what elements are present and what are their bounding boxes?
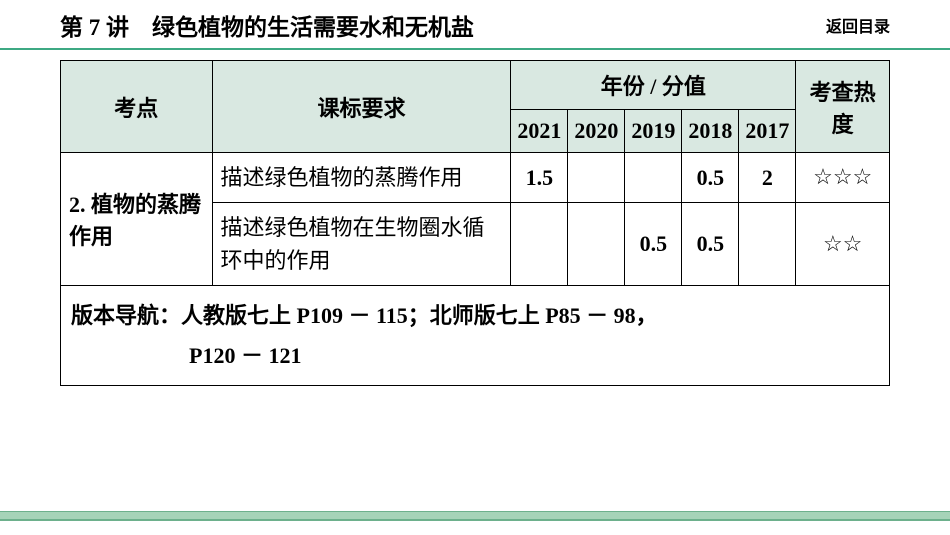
topic-label: 2. 植物的蒸腾作用 [61, 153, 213, 286]
desc-cell: 描述绿色植物的蒸腾作用 [212, 153, 511, 203]
header-year-group: 年份 / 分值 [511, 61, 796, 110]
desc-cell: 描述绿色植物在生物圈水循环中的作用 [212, 203, 511, 286]
exam-table: 考点 课标要求 年份 / 分值 考查热度 2021 2020 2019 2018… [60, 60, 890, 386]
table-container: 考点 课标要求 年份 / 分值 考查热度 2021 2020 2019 2018… [0, 50, 950, 386]
heat-cell: ☆☆ [796, 203, 890, 286]
lecture-title: 第 7 讲 绿色植物的生活需要水和无机盐 [60, 8, 474, 42]
return-button[interactable]: 返回目录 [826, 13, 890, 37]
data-cell: 0.5 [682, 153, 739, 203]
table-row: 2. 植物的蒸腾作用 描述绿色植物的蒸腾作用 1.5 0.5 2 ☆☆☆ [61, 153, 890, 203]
footer-bar [0, 511, 950, 529]
version-line2: P120 － 121 [71, 336, 301, 376]
footer-green-line [0, 511, 950, 521]
header-heat: 考查热度 [796, 61, 890, 153]
header-year-2020: 2020 [568, 110, 625, 153]
version-nav-row: 版本导航：人教版七上 P109 － 115；北师版七上 P85 － 98， P1… [61, 286, 890, 386]
data-cell: 2 [739, 153, 796, 203]
header-kebiao: 课标要求 [212, 61, 511, 153]
version-line1: 版本导航：人教版七上 P109 － 115；北师版七上 P85 － 98， [71, 303, 658, 328]
heat-cell: ☆☆☆ [796, 153, 890, 203]
data-cell: 0.5 [682, 203, 739, 286]
data-cell [568, 203, 625, 286]
version-nav-cell: 版本导航：人教版七上 P109 － 115；北师版七上 P85 － 98， P1… [61, 286, 890, 386]
data-cell [511, 203, 568, 286]
header-year-2019: 2019 [625, 110, 682, 153]
header-kaodian: 考点 [61, 61, 213, 153]
data-cell [739, 203, 796, 286]
page-header: 第 7 讲 绿色植物的生活需要水和无机盐 返回目录 [0, 0, 950, 50]
header-year-2021: 2021 [511, 110, 568, 153]
data-cell [625, 153, 682, 203]
data-cell [568, 153, 625, 203]
header-year-2017: 2017 [739, 110, 796, 153]
header-year-2018: 2018 [682, 110, 739, 153]
data-cell: 1.5 [511, 153, 568, 203]
data-cell: 0.5 [625, 203, 682, 286]
